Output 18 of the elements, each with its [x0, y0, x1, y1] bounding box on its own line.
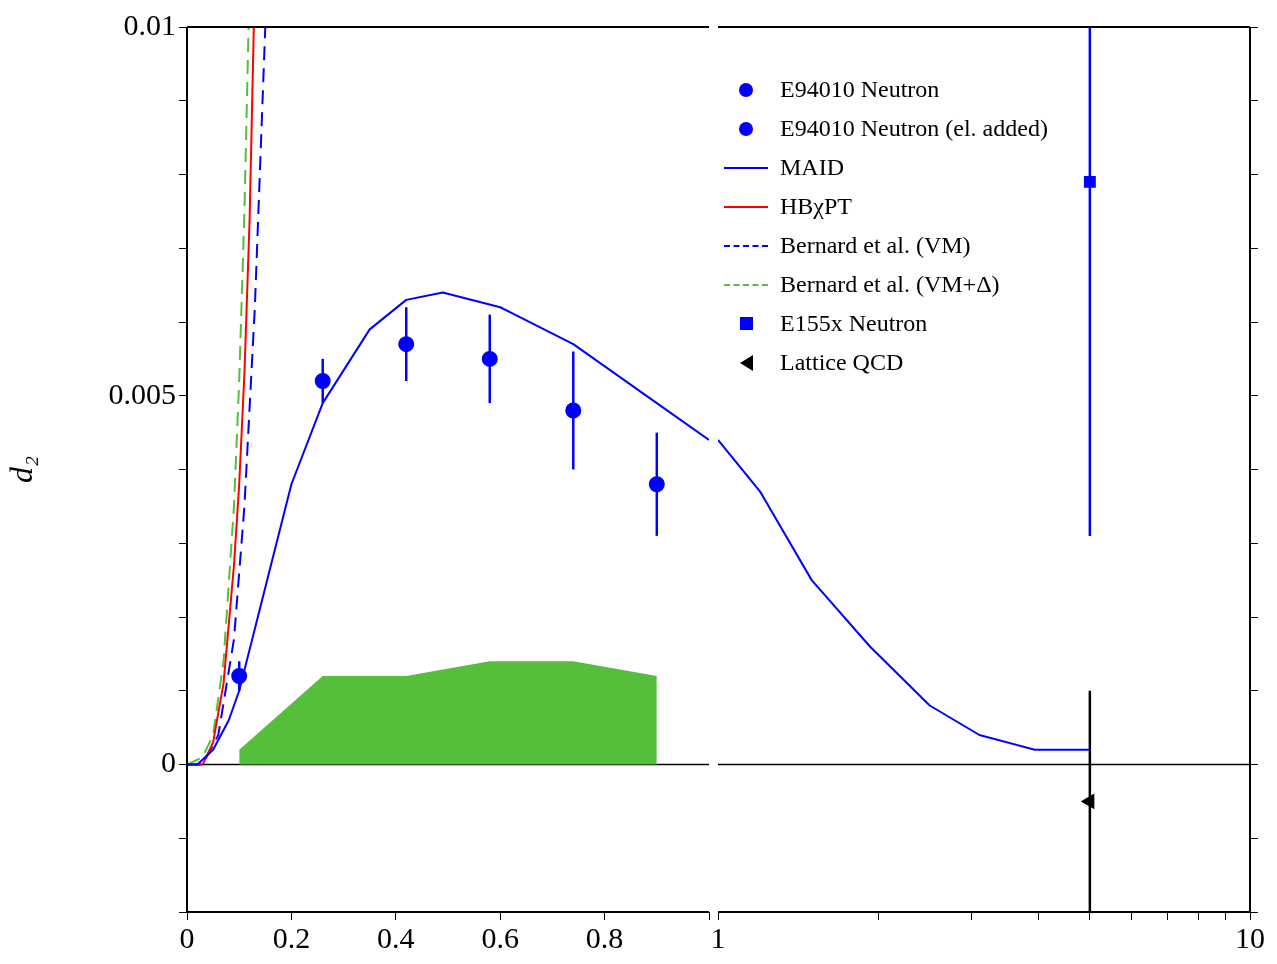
x-tick-label: 1	[710, 920, 726, 954]
x-tick-label: 0.4	[377, 920, 415, 954]
legend-label: Bernard et al. (VM+Δ)	[780, 270, 1000, 299]
legend-label: E94010 Neutron (el. added)	[780, 114, 1048, 143]
x-tick-label: 0.2	[272, 920, 311, 954]
legend-label: Lattice QCD	[780, 348, 904, 377]
legend-label: E155x Neutron	[780, 309, 928, 338]
x-tick-label: 10	[1235, 920, 1265, 954]
y-tick-label: 0	[161, 745, 176, 779]
legend-label: Bernard et al. (VM)	[780, 231, 971, 260]
x-tick-label: 0.8	[585, 920, 624, 954]
legend-label: HBχPT	[780, 192, 852, 221]
y-tick-label: 0.01	[123, 7, 176, 41]
x-tick-label: 0.6	[481, 920, 519, 954]
legend-label: MAID	[780, 153, 844, 182]
legend-label: E94010 Neutron	[780, 75, 940, 104]
y-tick-label: 0.005	[108, 376, 176, 410]
y-axis-title: d₂	[2, 455, 39, 484]
